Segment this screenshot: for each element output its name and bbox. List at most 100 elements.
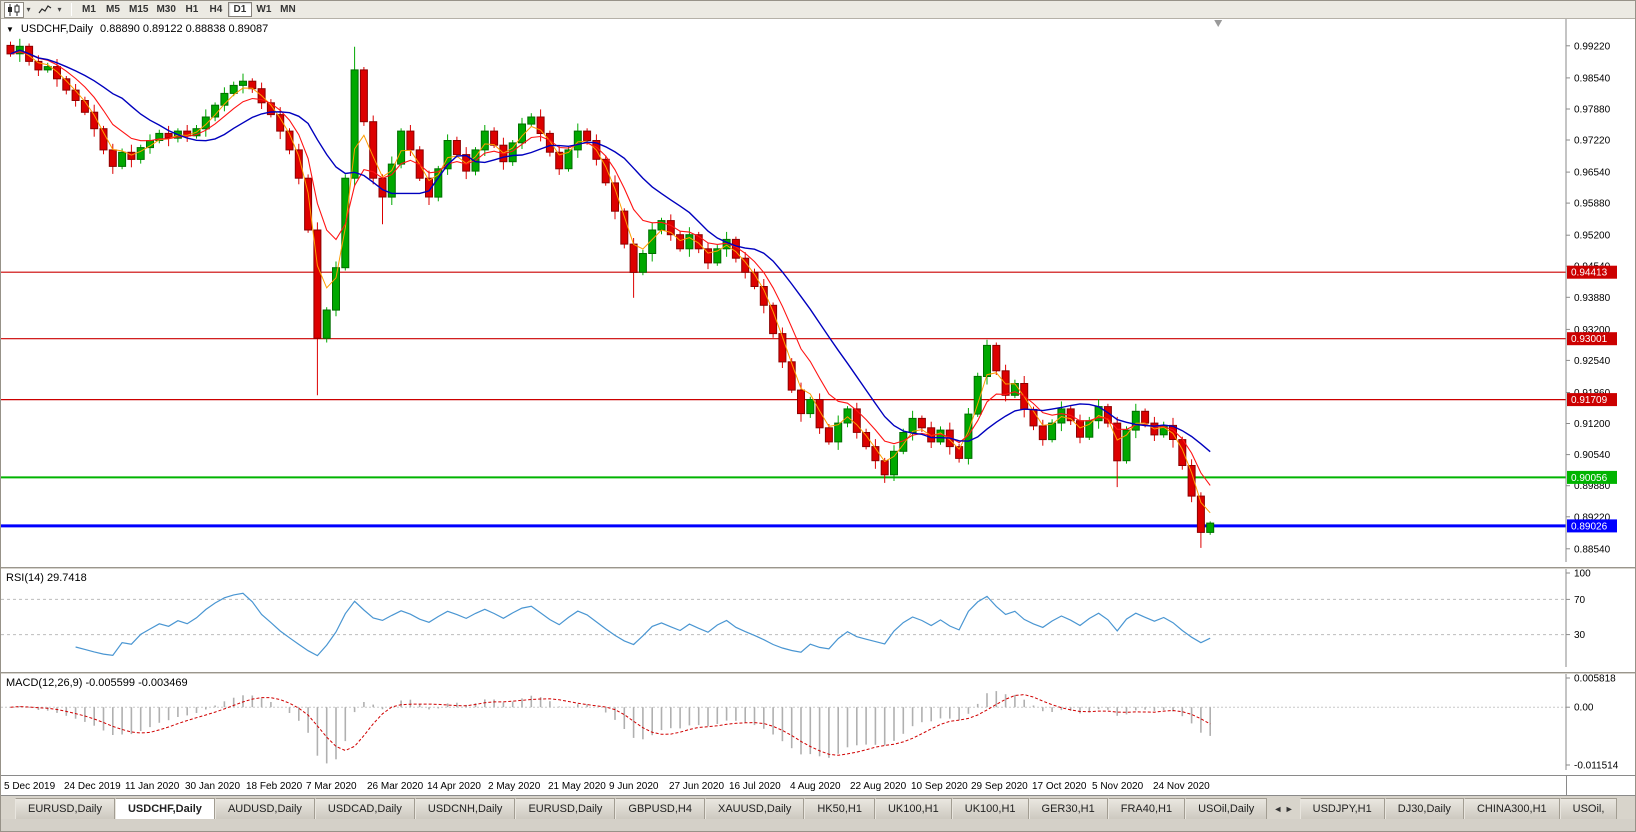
price-tag-0.89026: 0.89026 <box>1567 519 1617 533</box>
date-label: 24 Dec 2019 <box>64 781 121 792</box>
macd-panel[interactable]: 0.005818 0.00 -0.011514 MACD(12,26,9) -0.0… <box>1 674 1635 775</box>
timeframe-button-mn[interactable]: MN <box>280 4 296 15</box>
panel-separator[interactable] <box>1 567 1635 569</box>
candles-layer <box>6 38 1215 548</box>
symbol-menu-caret-icon[interactable]: ▼ <box>6 24 14 34</box>
tab-usoil[interactable]: USOil, <box>1559 798 1618 819</box>
tab-fra40-h1[interactable]: FRA40,H1 <box>1107 798 1186 819</box>
candlestick-chart-button[interactable] <box>4 1 24 18</box>
timeframe-button-m5[interactable]: M5 <box>106 4 120 15</box>
svg-text:0.98540: 0.98540 <box>1574 73 1611 84</box>
date-label: 18 Feb 2020 <box>246 781 303 792</box>
date-label: 14 Apr 2020 <box>427 781 481 792</box>
timeframe-button-m15[interactable]: M15 <box>129 4 149 15</box>
timeframe-button-h4[interactable]: H4 <box>209 4 223 15</box>
date-label: 7 Mar 2020 <box>306 781 357 792</box>
date-label: 21 May 2020 <box>548 781 606 792</box>
date-label: 5 Dec 2019 <box>4 781 56 792</box>
svg-text:0.95200: 0.95200 <box>1574 231 1611 242</box>
macd-histogram <box>18 691 1211 764</box>
macd-canvas[interactable]: 0.005818 0.00 -0.011514 <box>1 674 1636 772</box>
timeframe-button-m1[interactable]: M1 <box>82 4 96 15</box>
line-chart-caret-icon[interactable]: ▾ <box>57 5 62 14</box>
date-label: 22 Aug 2020 <box>850 781 907 792</box>
main-chart-panel[interactable]: 0.99220 0.98540 0.97880 0.97220 0.96540 0.958… <box>1 19 1635 567</box>
chart-type-group: ▾ <box>4 1 33 18</box>
timeframe-toolbar: M1 M5 M15 M30 H1 H4 D1 W1 MN <box>77 2 300 17</box>
tab-audusd-daily[interactable]: AUDUSD,Daily <box>214 798 315 819</box>
line-chart-group: ▾ <box>35 2 64 18</box>
horizontal-lines-layer[interactable] <box>1 271 1566 528</box>
line-chart-icon <box>38 4 52 13</box>
main-chart-canvas[interactable]: 0.99220 0.98540 0.97880 0.97220 0.96540 0.958… <box>1 19 1636 562</box>
ma-line-slow-blue[interactable] <box>10 49 1211 453</box>
date-label: 30 Jan 2020 <box>185 781 241 792</box>
svg-text:0.90540: 0.90540 <box>1574 450 1611 461</box>
tab-usdjpy-h1[interactable]: USDJPY,H1 <box>1299 798 1385 819</box>
svg-text:100: 100 <box>1574 569 1591 580</box>
timeframe-button-m30[interactable]: M30 <box>156 4 176 15</box>
date-label: 11 Jan 2020 <box>125 781 180 792</box>
price-tag-0.90056: 0.90056 <box>1567 470 1617 484</box>
line-chart-button[interactable] <box>35 2 55 18</box>
date-label: 10 Sep 2020 <box>911 781 968 792</box>
svg-text:-0.011514: -0.011514 <box>1574 761 1619 771</box>
svg-text:0.99220: 0.99220 <box>1574 41 1611 52</box>
svg-text:0.89880: 0.89880 <box>1574 481 1611 492</box>
tab-dj30-daily[interactable]: DJ30,Daily <box>1384 798 1464 819</box>
chart-ohlc-values: 0.88890 0.89122 0.88838 0.89087 <box>100 23 269 35</box>
tab-uk100-h1[interactable]: UK100,H1 <box>951 798 1029 819</box>
tab-eurusd-daily[interactable]: EURUSD,Daily <box>515 798 616 819</box>
date-label: 2 May 2020 <box>488 781 541 792</box>
date-label: 29 Sep 2020 <box>971 781 1028 792</box>
rsi-canvas[interactable]: 100 70 30 <box>1 569 1636 667</box>
tab-eurusd-daily[interactable]: EURUSD,Daily <box>15 798 115 819</box>
rsi-line <box>75 592 1211 657</box>
tab-usdcad-daily[interactable]: USDCAD,Daily <box>314 798 415 819</box>
tab-scroll-arrows[interactable]: ◄ ► <box>1273 803 1294 814</box>
toolbar: ▾ ▾ M1 M5 M15 M30 H1 H4 D1 W1 MN <box>1 1 1635 19</box>
tab-ger30-h1[interactable]: GER30,H1 <box>1028 798 1108 819</box>
svg-text:0.93200: 0.93200 <box>1574 325 1611 336</box>
toolbar-separator <box>71 3 72 16</box>
tab-xauusd-daily[interactable]: XAUUSD,Daily <box>704 798 805 819</box>
svg-text:0.89026: 0.89026 <box>1571 521 1608 532</box>
tab-uk100-h1[interactable]: UK100,H1 <box>874 798 952 819</box>
date-label: 4 Aug 2020 <box>790 781 841 792</box>
chart-legend: ▼ USDCHF,Daily 0.88890 0.89122 0.88838 0… <box>6 23 268 35</box>
timeframe-button-d1[interactable]: D1 <box>227 2 252 17</box>
tab-usdchf-daily[interactable]: USDCHF,Daily <box>114 798 215 819</box>
chart-type-caret-icon[interactable]: ▾ <box>26 5 31 14</box>
macd-label: MACD(12,26,9) -0.005599 -0.003469 <box>6 677 188 689</box>
tab-usdcnh-daily[interactable]: USDCNH,Daily <box>414 798 516 819</box>
tab-hk50-h1[interactable]: HK50,H1 <box>804 798 875 819</box>
svg-text:0.90056: 0.90056 <box>1571 473 1608 484</box>
date-label: 16 Jul 2020 <box>729 781 781 792</box>
panel-separator[interactable] <box>1 672 1635 674</box>
rsi-panel[interactable]: 100 70 30 RSI(14) 29.7418 <box>1 569 1635 672</box>
date-label: 9 Jun 2020 <box>609 781 659 792</box>
svg-text:0.95880: 0.95880 <box>1574 199 1611 210</box>
macd-axis-labels: 0.005818 0.00 -0.011514 <box>1566 674 1619 772</box>
tab-gbpusd-h4[interactable]: GBPUSD,H4 <box>615 798 705 819</box>
svg-text:0.93001: 0.93001 <box>1571 334 1608 345</box>
window-bottom-strip <box>1 819 1635 831</box>
timeframe-button-w1[interactable]: W1 <box>256 4 272 15</box>
macd-signal-line <box>10 694 1211 756</box>
svg-text:0.97880: 0.97880 <box>1574 105 1611 116</box>
ma-line-mid-red[interactable] <box>10 51 1211 486</box>
date-axis[interactable]: 5 Dec 2019 24 Dec 2019 11 Jan 2020 30 Jan 2… <box>1 775 1635 795</box>
tab-china300-h1[interactable]: CHINA300,H1 <box>1463 798 1560 819</box>
tab-usoil-daily[interactable]: USOil,Daily <box>1185 798 1268 819</box>
svg-text:0.94413: 0.94413 <box>1571 268 1608 279</box>
chart-tab-bar: EURUSD,Daily USDCHF,Daily AUDUSD,Daily USDC… <box>1 795 1635 819</box>
candlestick-chart-icon <box>8 3 20 16</box>
rsi-label: RSI(14) 29.7418 <box>6 572 87 584</box>
svg-text:0.91709: 0.91709 <box>1571 395 1608 406</box>
date-label: 27 Jun 2020 <box>669 781 725 792</box>
timeframe-button-h1[interactable]: H1 <box>185 4 199 15</box>
svg-text:0.93880: 0.93880 <box>1574 293 1611 304</box>
chart-shift-marker-icon[interactable] <box>1214 20 1223 27</box>
price-axis-labels: 0.99220 0.98540 0.97880 0.97220 0.96540 0.958… <box>1566 41 1611 555</box>
ma-line-fast-orange[interactable] <box>10 49 1211 514</box>
